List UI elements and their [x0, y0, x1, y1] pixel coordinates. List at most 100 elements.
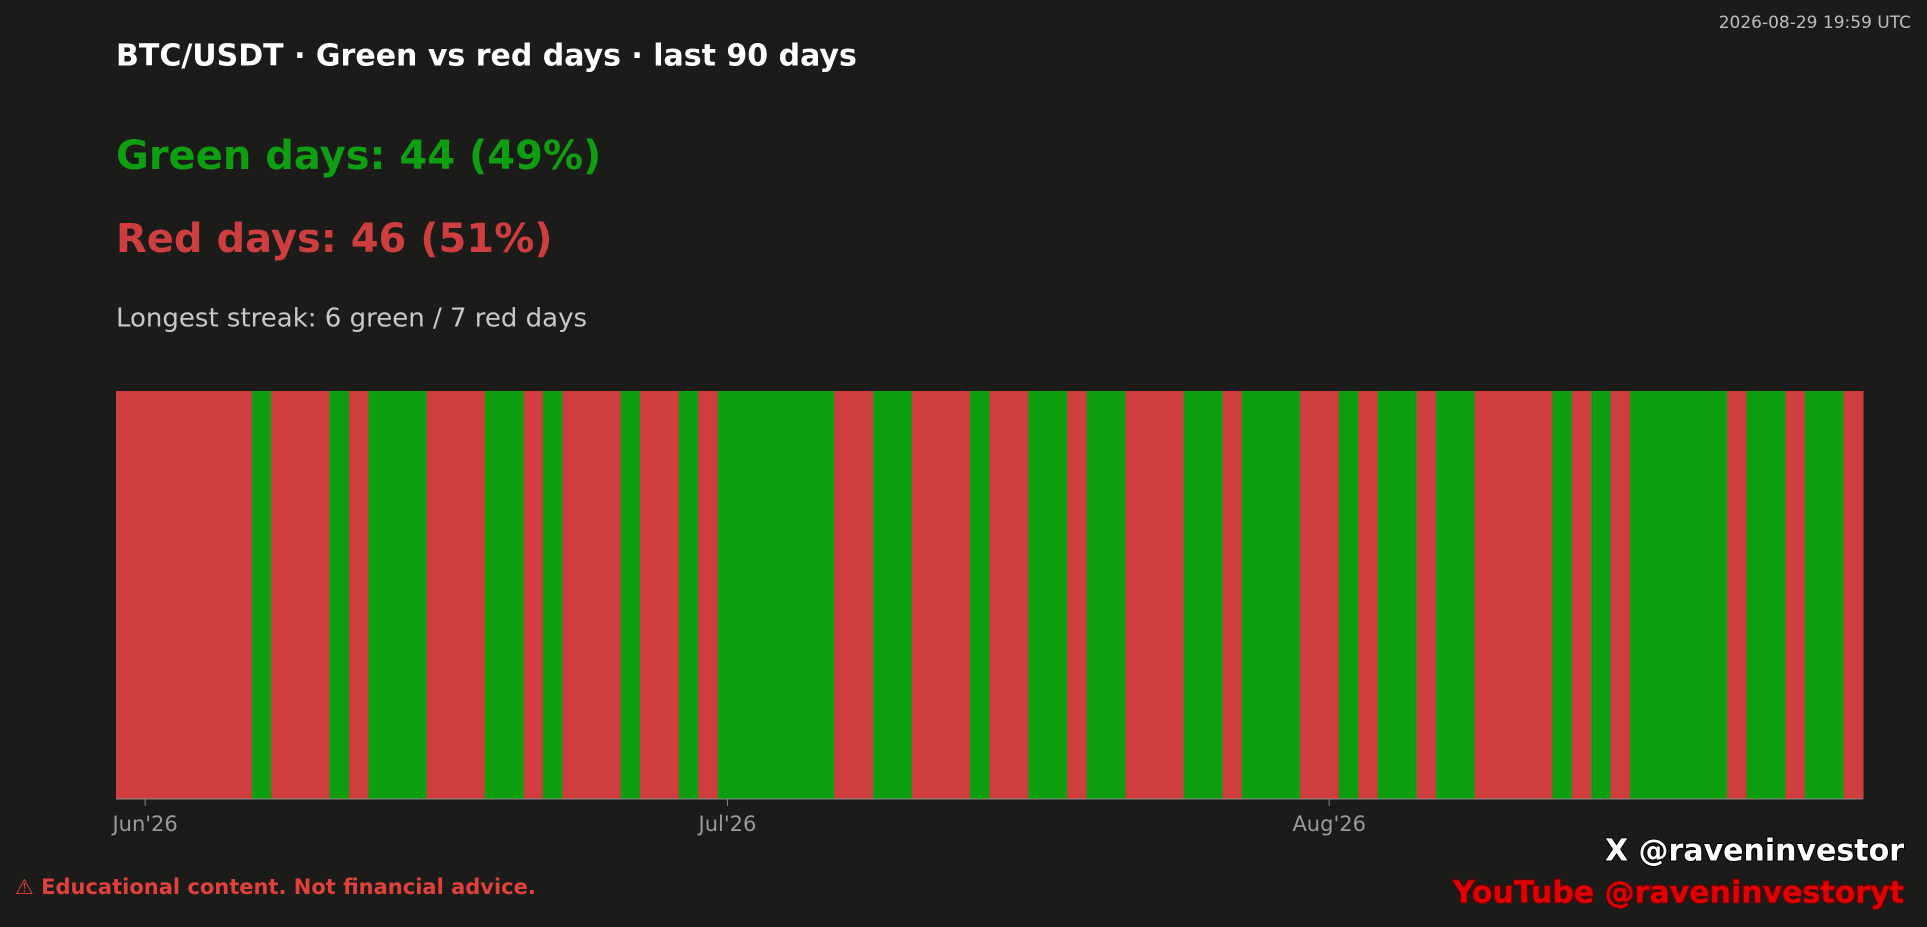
day-bar [581, 391, 602, 799]
day-bar [1455, 391, 1476, 799]
day-bar [1300, 391, 1321, 799]
day-bar [970, 391, 991, 799]
day-bar [154, 391, 175, 799]
social-x: X @raveninvestor [1605, 834, 1904, 869]
day-bar [1688, 391, 1709, 799]
day-bar [543, 391, 564, 799]
day-bar [484, 391, 505, 799]
day-bar [251, 391, 272, 799]
day-bar [1397, 391, 1418, 799]
day-bar [853, 391, 874, 799]
day-bar [1416, 391, 1437, 799]
day-bar [892, 391, 913, 799]
day-bar [911, 391, 932, 799]
day-bar [931, 391, 952, 799]
day-bar [504, 391, 525, 799]
day-bar [834, 391, 855, 799]
day-bar [135, 391, 156, 799]
day-bar [1067, 391, 1088, 799]
timestamp: 2026-08-29 19:59 UTC [1719, 13, 1911, 33]
day-bar [387, 391, 408, 799]
day-bar [368, 391, 389, 799]
day-bar [1164, 391, 1185, 799]
day-bar [193, 391, 214, 799]
day-bar [775, 391, 796, 799]
day-bar [1707, 391, 1728, 799]
day-bar [1571, 391, 1592, 799]
day-bar [271, 391, 292, 799]
day-bar [1008, 391, 1029, 799]
day-bar [407, 391, 428, 799]
day-bar [1261, 391, 1282, 799]
x-tick-label: Jul'26 [697, 812, 757, 836]
day-bar [737, 391, 758, 799]
day-bar [698, 391, 719, 799]
day-bar [1649, 391, 1670, 799]
day-bar [1474, 391, 1495, 799]
day-bar [445, 391, 466, 799]
day-bar [1533, 391, 1554, 799]
day-bar [1552, 391, 1573, 799]
day-bar [310, 391, 331, 799]
day-bar [756, 391, 777, 799]
day-bar [1183, 391, 1204, 799]
day-bar [232, 391, 253, 799]
day-bar [1028, 391, 1049, 799]
day-bar [1144, 391, 1165, 799]
chart-title: BTC/USDT · Green vs red days · last 90 d… [116, 39, 857, 74]
day-bar [678, 391, 699, 799]
x-tick-label: Jun'26 [110, 812, 177, 836]
day-bar [601, 391, 622, 799]
day-bar [1241, 391, 1262, 799]
day-bar [1377, 391, 1398, 799]
day-bar [950, 391, 971, 799]
day-bar [348, 391, 369, 799]
day-bar [1610, 391, 1631, 799]
day-bar [1086, 391, 1107, 799]
strip: Jun'26 Jul'26 Aug'26 [110, 391, 1864, 836]
day-bar [1824, 391, 1845, 799]
day-bar [873, 391, 894, 799]
day-bar [1435, 391, 1456, 799]
day-bar [659, 391, 680, 799]
day-bar [717, 391, 738, 799]
day-bar [174, 391, 195, 799]
day-bar [1804, 391, 1825, 799]
day-bar [426, 391, 447, 799]
day-bar [465, 391, 486, 799]
x-tick-label: Aug'26 [1292, 812, 1366, 836]
day-bar [1047, 391, 1068, 799]
day-bar [1668, 391, 1689, 799]
day-bar [290, 391, 311, 799]
day-bar [1843, 391, 1864, 799]
day-bar [1319, 391, 1340, 799]
day-bar [1280, 391, 1301, 799]
day-bar [1785, 391, 1806, 799]
day-bar [213, 391, 234, 799]
day-bar [116, 391, 137, 799]
day-bar [1630, 391, 1651, 799]
day-bar [1591, 391, 1612, 799]
day-bar [1203, 391, 1224, 799]
day-bar [620, 391, 641, 799]
day-bar [1765, 391, 1786, 799]
day-bar [640, 391, 661, 799]
disclaimer: ⚠ Educational content. Not financial adv… [15, 875, 536, 899]
day-bar [523, 391, 544, 799]
social-youtube: YouTube @raveninvestoryt [1452, 876, 1904, 911]
day-bar [989, 391, 1010, 799]
day-bar [1222, 391, 1243, 799]
red-summary: Red days: 46 (51%) [116, 216, 553, 262]
day-bar [1513, 391, 1534, 799]
streak-text: Longest streak: 6 green / 7 red days [116, 304, 587, 334]
day-bar [329, 391, 350, 799]
day-bar [562, 391, 583, 799]
day-bar [1125, 391, 1146, 799]
day-bar [1358, 391, 1379, 799]
day-bar [1338, 391, 1359, 799]
day-bar [1105, 391, 1126, 799]
day-bar [795, 391, 816, 799]
day-bar [1746, 391, 1767, 799]
